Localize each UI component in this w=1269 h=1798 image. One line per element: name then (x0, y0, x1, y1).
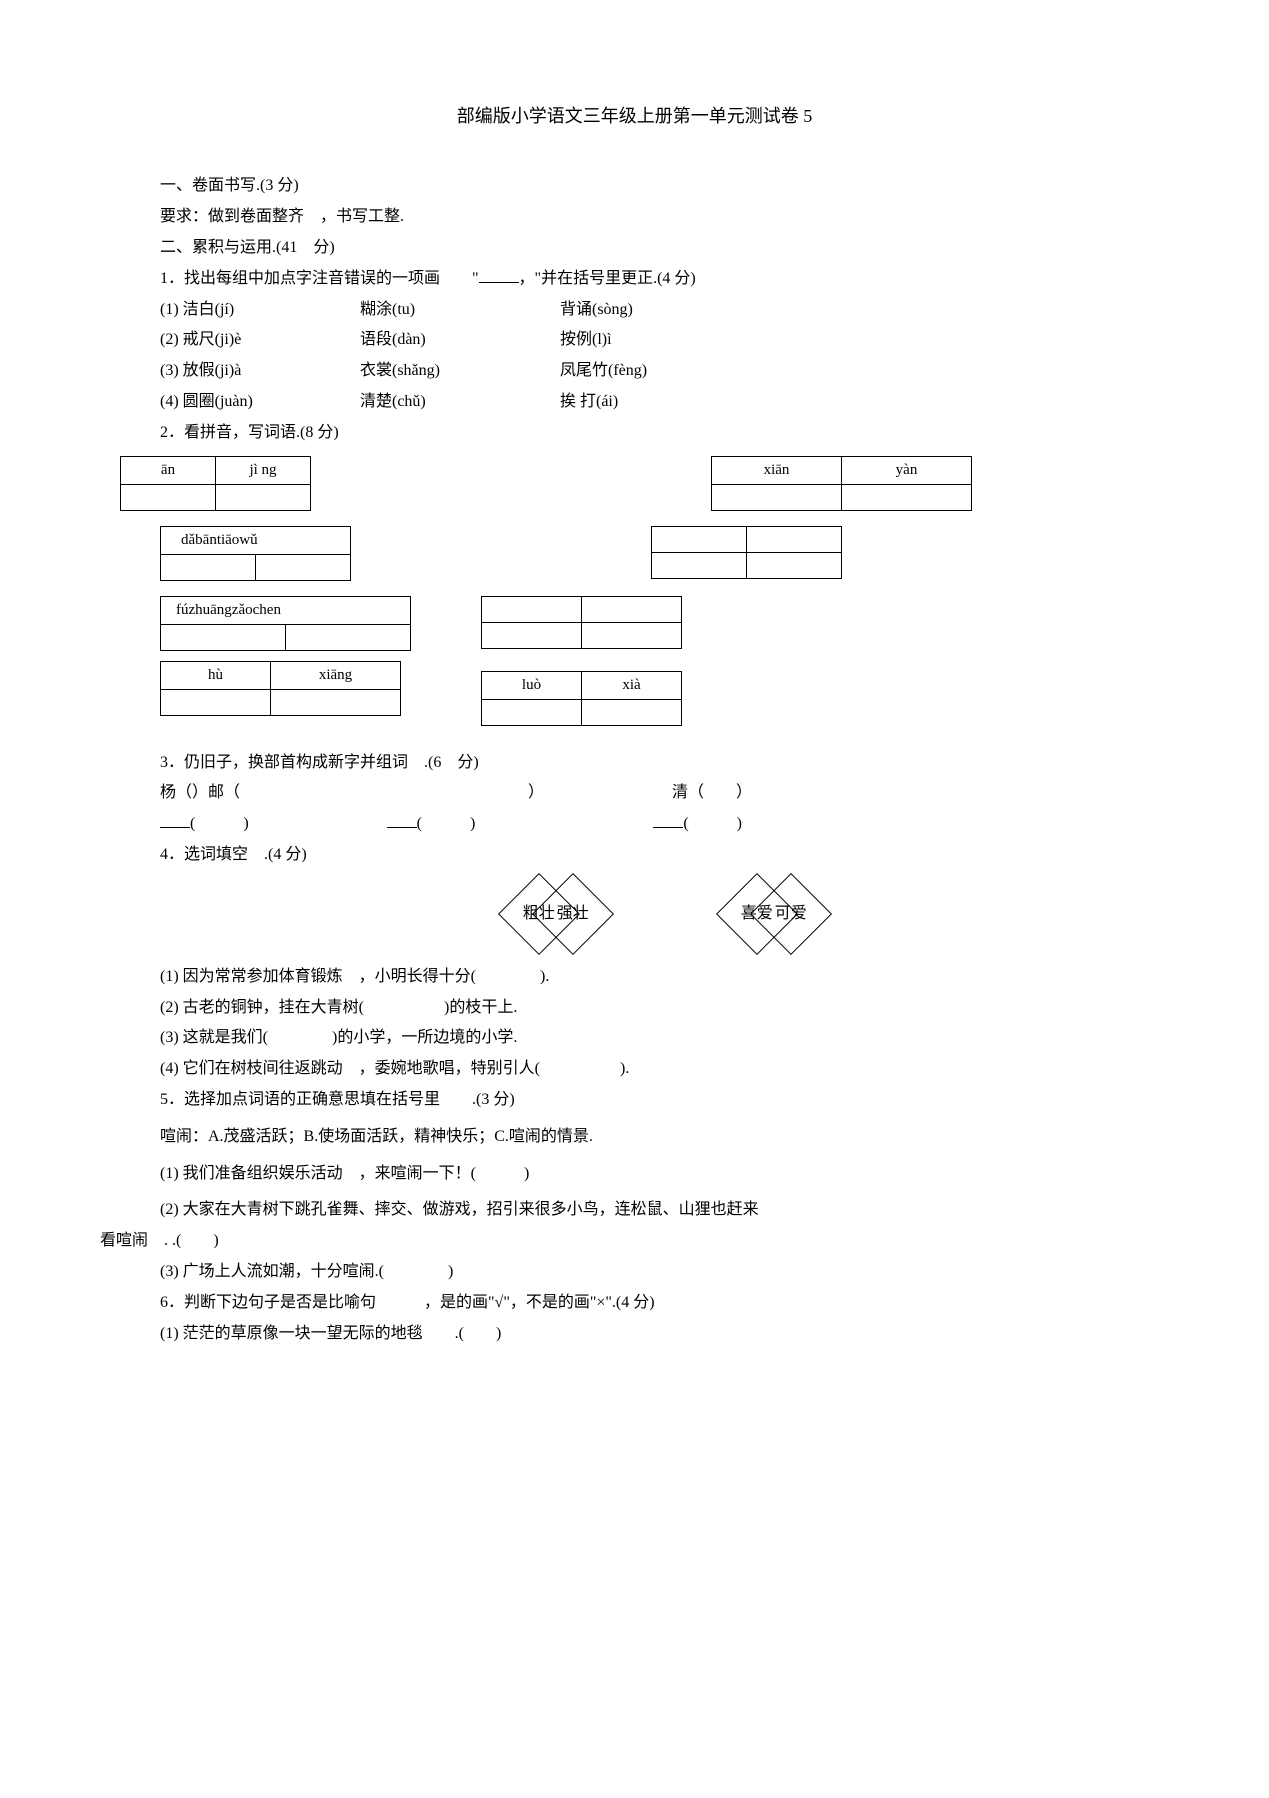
pinyin-box-3a[interactable]: fúzhuāngzǎochen (160, 596, 411, 651)
cell-jing: jì ng (216, 456, 311, 484)
pinyin-box-1a[interactable]: ānjì ng (120, 456, 311, 511)
q1-r2-c: 按例(l)ì (560, 326, 760, 355)
q2-row-1: ānjì ng xiānyàn (120, 456, 1169, 511)
q1-row-1: (1) 洁白(jí) 糊涂(tu) 背诵(sòng) (160, 296, 1169, 325)
q4-diamonds: 粗壮 强壮 喜爱 可爱 (160, 885, 1169, 943)
q3-line1: 杨（）邮（ ） 清（ ） (160, 779, 1169, 808)
q3-blank-2[interactable] (387, 812, 417, 828)
q1-row-2: (2) 戒尺(ji)è 语段(dàn) 按例(l)ì (160, 326, 1169, 355)
q2-stem: 2．看拼音，写词语.(8 分) (160, 419, 1169, 448)
pinyin-box-3b[interactable] (481, 596, 682, 649)
cell-xian: xiān (712, 456, 842, 484)
q1-r3-c: 凤尾竹(fèng) (560, 357, 760, 386)
q1-r4-n: (4) (160, 393, 179, 410)
q4-stem: 4．选词填空 .(4 分) (160, 841, 1169, 870)
q5-def: 喧闹：A.茂盛活跃；B.使场面活跃，精神快乐；C.喧闹的情景. (160, 1123, 1169, 1152)
q1-r3-a: 放假(ji)à (183, 362, 242, 379)
q1-r1-c: 背诵(sòng) (560, 296, 760, 325)
q1-r2-b: 语段(dàn) (360, 326, 560, 355)
q1-r4-b: 清楚(chǔ) (360, 388, 560, 417)
q3-l1b: ） (528, 784, 544, 801)
q6-i1: (1) 茫茫的草原像一块一望无际的地毯 .( ) (160, 1320, 1169, 1349)
q1-row-4: (4) 圆圈(juàn) 清楚(chǔ) 挨 打(ái) (160, 388, 1169, 417)
q4-i4: (4) 它们在树枝间往返跳动 ，委婉地歌唱，特别引人( ). (160, 1055, 1169, 1084)
cell-hu: hù (161, 661, 271, 689)
content-body: 一、卷面书写.(3 分) 要求：做到卷面整齐 ，书写工整. 二、累积与运用.(4… (160, 172, 1169, 1348)
q1-r2-a: 戒尺(ji)è (183, 331, 242, 348)
pinyin-box-4b[interactable]: luòxià (481, 671, 682, 726)
q4-i2: (2) 古老的铜钟，挂在大青树( )的枝干上. (160, 994, 1169, 1023)
q5-i1: (1) 我们准备组织娱乐活动 ，来喧闹一下！( ) (160, 1160, 1169, 1189)
q1-r1-a: 洁白(jí) (183, 301, 235, 318)
pinyin-box-2b[interactable] (651, 526, 842, 579)
q1-stem-b: ，"并在括号里更正.(4 分) (519, 270, 696, 287)
q5-i2: (2) 大家在大青树下跳孔雀舞、摔交、做游戏，招引来很多小鸟，连松鼠、山狸也赶来 (160, 1196, 1169, 1225)
cell-luo: luò (482, 671, 582, 699)
pinyin-box-2a[interactable]: dǎbāntiāowǔ (160, 526, 351, 581)
pinyin-box-1b[interactable]: xiānyàn (711, 456, 972, 511)
q5-i3: (3) 广场上人流如潮，十分喧闹.( ) (160, 1258, 1169, 1287)
cell-fuzhuang: fúzhuāngzǎochen (161, 596, 411, 624)
pinyin-box-4a[interactable]: hùxiāng (160, 661, 401, 716)
q2-row-3: fúzhuāngzǎochen (160, 596, 1169, 651)
q1-r1-n: (1) (160, 301, 179, 318)
q4-i1: (1) 因为常常参加体育锻炼 ，小明长得十分( ). (160, 963, 1169, 992)
q6-stem: 6．判断下边句子是否是比喻句 ，是的画"√"，不是的画"×".(4 分) (160, 1289, 1169, 1318)
section-2-head: 二、累积与运用.(41 分) (160, 234, 1169, 263)
q5-stem: 5．选择加点词语的正确意思填在括号里 .(3 分) (160, 1086, 1169, 1115)
q1-r3-n: (3) (160, 362, 179, 379)
q1-r4-a: 圆圈(juàn) (183, 393, 253, 410)
q1-row-3: (3) 放假(ji)à 衣裳(shǎng) 凤尾竹(fèng) (160, 357, 1169, 386)
cell-xiang: xiāng (271, 661, 401, 689)
cell-xia: xià (582, 671, 682, 699)
q1-r1-b: 糊涂(tu) (360, 296, 560, 325)
q1-stem: 1．找出每组中加点字注音错误的一项画 " ，"并在括号里更正.(4 分) (160, 265, 1169, 294)
q1-blank[interactable] (479, 267, 519, 283)
q3-blank-3[interactable] (653, 812, 683, 828)
cell-an: ān (121, 456, 216, 484)
section-1-req: 要求：做到卷面整齐 ，书写工整. (160, 203, 1169, 232)
q4-i3: (3) 这就是我们( )的小学，一所边境的小学. (160, 1024, 1169, 1053)
q3-blank-1[interactable] (160, 812, 190, 828)
cell-yan: yàn (842, 456, 972, 484)
cell-dabantiaowu: dǎbāntiāowǔ (161, 526, 351, 554)
q3-l1a: 杨（）邮（ (160, 784, 240, 801)
q1-r2-n: (2) (160, 331, 179, 348)
diamond-keai: 可爱 (774, 899, 806, 928)
q1-stem-a: 1．找出每组中加点字注音错误的一项画 " (160, 270, 479, 287)
q3-stem: 3．仍旧子，换部首构成新字并组词 .(6 分) (160, 749, 1169, 778)
q1-r3-b: 衣裳(shǎng) (360, 357, 560, 386)
diamond-pair-1: 粗壮 强壮 (522, 885, 590, 943)
q5-i2b: 看喧闹 . .( ) (100, 1227, 1169, 1256)
diamond-qiangzhuang: 强壮 (556, 899, 588, 928)
q2-row-2: dǎbāntiāowǔ (160, 526, 1169, 581)
q1-r4-c: 挨 打(ái) (560, 388, 760, 417)
section-1-head: 一、卷面书写.(3 分) (160, 172, 1169, 201)
q3-line2: ( ) ( ) ( ) (160, 810, 1169, 839)
page-title: 部编版小学语文三年级上册第一单元测试卷 5 (100, 100, 1169, 132)
q2-row-4: hùxiāng luòxià (160, 661, 1169, 716)
q3-l1c: 清（ ） (672, 784, 752, 801)
diamond-pair-2: 喜爱 可爱 (740, 885, 808, 943)
